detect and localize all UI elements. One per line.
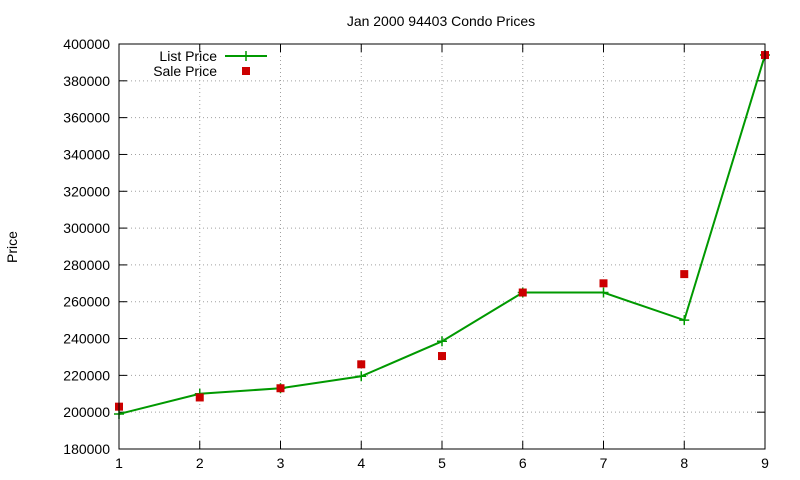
x-tick-label: 9 [761,455,769,471]
sale-price-point [438,352,446,361]
x-tick-label: 8 [680,455,688,471]
y-axis-label: Price [4,231,20,263]
list-price-point [356,371,367,382]
x-tick-label: 5 [438,455,446,471]
x-tick-label: 2 [196,455,204,471]
list-price-point [437,336,447,347]
plot-frame [118,43,766,450]
sale-price-point [357,360,366,369]
sale-price-point [276,384,285,393]
list-price-point [598,287,609,298]
y-tick-label: 240000 [63,331,110,347]
y-tick-label: 320000 [63,183,110,199]
y-tick-label: 400000 [63,36,110,52]
y-tick-label: 260000 [63,294,110,310]
y-tick-label: 340000 [63,146,110,162]
legend-label: List Price [159,48,217,64]
y-tick-label: 220000 [63,367,110,383]
x-tick-label: 7 [600,455,608,471]
sale-price-point [518,288,527,297]
x-tick-label: 4 [357,455,365,471]
legend-marker [241,51,251,61]
chart-title: Jan 2000 94403 Condo Prices [347,13,535,29]
y-tick-label: 300000 [63,220,110,236]
sale-price-point [599,279,608,288]
y-tick-label: 200000 [63,404,110,420]
y-tick-label: 180000 [63,441,110,457]
y-tick-label: 380000 [63,73,110,89]
grid-lines [119,44,765,449]
tick-labels: 180000 200000 220000 240000 260000 280000 3000… [63,36,769,471]
list-price-point [679,315,690,326]
sale-price-point [195,393,204,402]
y-tick-label: 360000 [63,110,110,126]
x-tick-label: 1 [115,455,123,471]
series-layer [114,50,770,420]
y-tick-label: 280000 [63,257,110,273]
sale-price-point [680,270,689,279]
legend-marker [242,67,250,75]
x-tick-label: 3 [277,455,285,471]
legend-label: Sale Price [153,63,217,79]
x-tick-label: 6 [519,455,527,471]
